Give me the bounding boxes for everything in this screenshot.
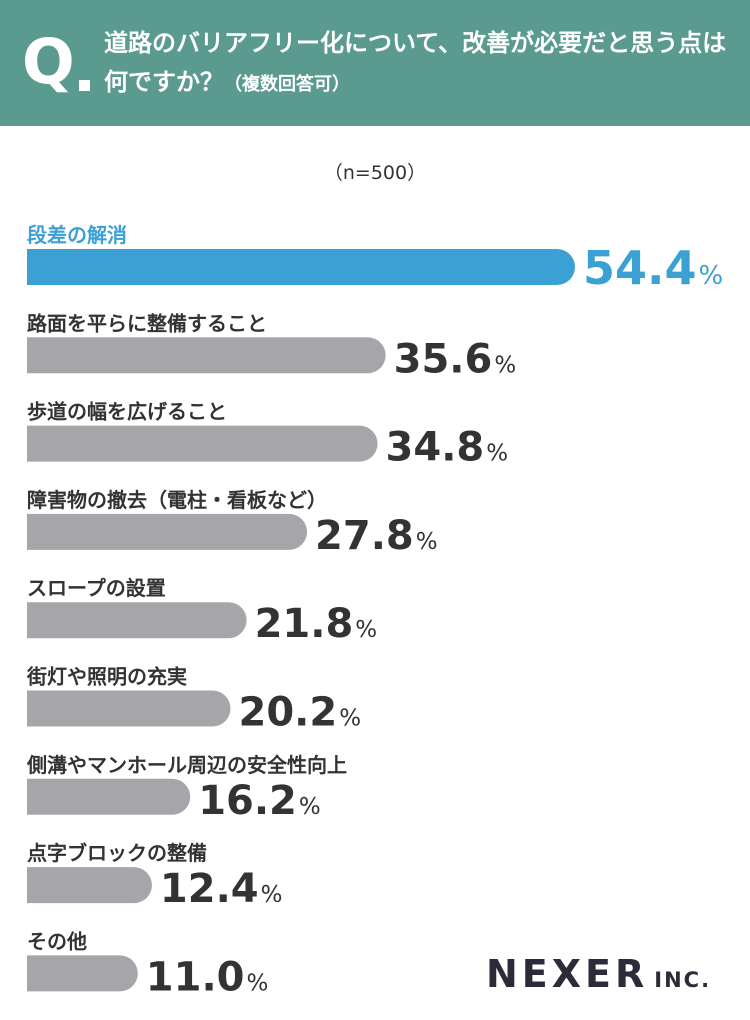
value-label: 27.8% [315,513,438,559]
category-label: 街灯や照明の充実 [26,665,187,689]
company-logo: NEXER INC. [486,952,711,996]
sample-size: （n=500） [323,162,427,184]
bar [27,337,386,374]
bar [27,425,378,462]
logo-suffix: INC. [654,968,712,992]
bar [27,602,247,639]
bar [27,778,191,815]
category-label: その他 [27,929,87,953]
q-label: Q [22,25,75,98]
value-label: 54.4% [583,241,723,295]
category-label: 障害物の撤去（電柱・看板など） [27,488,327,512]
bar [27,249,575,285]
question-main: 道路のバリアフリー化について、改善が必要だと思う点は何ですか？ [104,29,727,96]
category-label: 側溝やマンホール周辺の安全性向上 [26,753,347,777]
category-label: 点字ブロックの整備 [27,841,207,865]
category-label: スロープの設置 [27,576,166,600]
bar [27,690,231,727]
value-label: 21.8% [255,601,378,647]
question-header: Q 道路のバリアフリー化について、改善が必要だと思う点は何ですか？（複数回答可） [0,0,750,126]
bar [27,513,308,550]
value-label: 16.2% [198,778,321,824]
question-text: 道路のバリアフリー化について、改善が必要だと思う点は何ですか？（複数回答可） [104,24,744,104]
value-label: 20.2% [238,690,361,736]
logo-brand: NEXER [486,952,649,996]
category-label: 路面を平らに整備すること [27,311,267,335]
value-label: 12.4% [160,866,283,912]
value-label: 11.0% [146,954,269,1000]
bar [27,867,152,904]
q-dot-icon [79,80,90,91]
category-label: 歩道の幅を広げること [27,400,227,424]
bar [27,955,138,992]
value-label: 34.8% [386,425,509,471]
value-label: 35.6% [394,336,517,382]
question-note: （複数回答可） [224,74,350,95]
category-label: 段差の解消 [27,223,127,247]
